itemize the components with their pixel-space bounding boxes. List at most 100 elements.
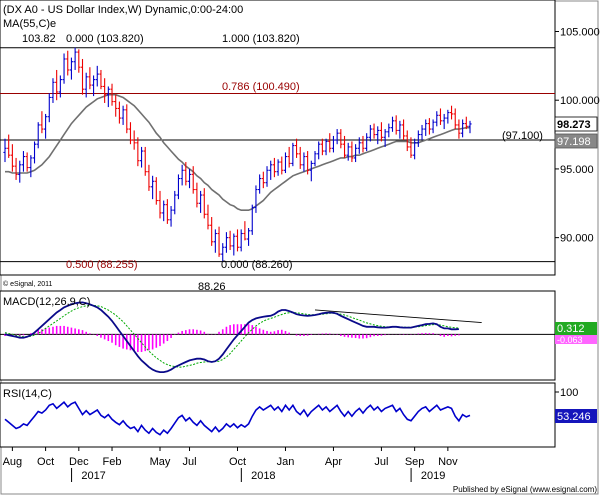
macd-value-label: 0.312	[557, 323, 585, 335]
ohlc-bar	[331, 135, 336, 153]
ohlc-bar	[261, 171, 265, 189]
ohlc-bar	[254, 185, 258, 213]
ma-line	[5, 93, 470, 211]
price-panel	[0, 0, 556, 276]
ohlc-bar	[184, 162, 188, 186]
ohlc-bar	[309, 160, 313, 182]
ma-last-label: 97.198	[557, 136, 591, 148]
ohlc-bar	[287, 146, 291, 168]
ohlc-bar	[139, 146, 144, 168]
ohlc-bar	[376, 126, 380, 145]
footer-credit: Published by eSignal (www.esignal.com)	[453, 485, 597, 494]
ohlc-bar	[232, 233, 236, 256]
macd-legend: MACD(12,26,9,C)	[3, 296, 90, 308]
ohlc-bar	[398, 120, 402, 139]
macd-hist-label: -0.063	[557, 335, 583, 345]
ohlc-bar	[191, 166, 195, 194]
x-axis: Aug Oct Dec Feb May Jul Oct Jan Apr Jul Sep Nov 2017…	[3, 447, 458, 482]
y-tick-label: 90.000	[560, 233, 594, 245]
ohlc-bar	[176, 174, 181, 200]
ohlc-bar	[40, 111, 44, 134]
ohlc-bar	[125, 104, 129, 134]
ohlc-bar	[210, 217, 214, 246]
ohlc-bar	[173, 190, 177, 215]
ohlc-bar	[121, 105, 125, 125]
ohlc-bar	[431, 119, 435, 134]
y-tick-label: 100.000	[560, 95, 600, 107]
ohlc-bar	[243, 221, 247, 241]
ohlc-bar	[228, 230, 232, 251]
x-year-label: 2017	[81, 470, 105, 482]
x-month-label: Oct	[37, 456, 54, 468]
x-year-label: 2019	[421, 470, 445, 482]
ohlc-bar	[324, 138, 328, 156]
x-month-label: Oct	[229, 456, 246, 468]
ohlc-bar	[453, 108, 457, 130]
annotation-label: 0.000 (88.260)	[221, 259, 293, 271]
y-tick-label: 95.000	[560, 164, 594, 176]
ohlc-bar	[283, 152, 288, 174]
ohlc-bar	[346, 142, 350, 161]
ohlc-bar	[224, 232, 229, 253]
ohlc-bar	[143, 146, 147, 176]
ohlc-bar	[335, 129, 339, 145]
annotation-label: 88.26	[198, 281, 226, 293]
ohlc-bar	[69, 57, 74, 80]
ohlc-bar	[302, 152, 306, 172]
ohlc-bar	[106, 86, 110, 108]
x-month-label: Feb	[103, 456, 122, 468]
ohlc-bar	[365, 133, 369, 152]
ohlc-bar	[114, 94, 118, 117]
ohlc-bar	[413, 138, 417, 160]
chart-title: (DX A0 - US Dollar Index,W) Dynamic,0:00…	[3, 4, 243, 16]
ohlc-bar	[468, 120, 472, 134]
ohlc-bar	[390, 116, 395, 132]
price-levels	[0, 47, 555, 263]
ohlc-bar	[73, 47, 77, 70]
ohlc-bar	[213, 229, 217, 253]
ohlc-bar	[317, 141, 321, 160]
ohlc-bar	[136, 137, 140, 167]
signal-line	[4, 304, 459, 368]
y-tick-label: 105.000	[560, 26, 600, 38]
ohlc-bar	[342, 135, 347, 158]
ohlc-bar	[339, 129, 343, 149]
ohlc-bar	[291, 142, 295, 167]
ohlc-bar	[258, 174, 262, 194]
x-month-label: Apr	[325, 456, 342, 468]
annotation-label: 0.786 (100.490)	[222, 81, 300, 93]
ohlc-bar	[55, 69, 59, 101]
ohlc-bar	[394, 115, 398, 135]
ma-path	[5, 93, 470, 211]
ohlc-bar	[7, 134, 11, 158]
ohlc-bar	[250, 204, 254, 235]
ohlc-bar	[446, 109, 450, 124]
ohlc-bar	[269, 160, 273, 180]
ohlc-bar	[387, 123, 391, 138]
ohlc-bar	[328, 133, 332, 153]
ohlc-bar	[442, 113, 446, 130]
ohlc-bar	[180, 164, 184, 186]
ohlc-bar	[276, 159, 280, 176]
ohlc-bar	[353, 144, 358, 163]
ohlc-bar	[409, 137, 413, 158]
ohlc-bar	[424, 119, 428, 136]
ohlc-bar	[10, 144, 14, 172]
ohlc-bar	[132, 130, 136, 150]
ma-legend: MA(55,C)e	[3, 18, 56, 30]
ohlc-bar	[449, 105, 454, 120]
ohlc-bar	[169, 206, 173, 227]
ohlc-bar	[272, 157, 277, 178]
rsi-value-label: 53.246	[557, 411, 591, 423]
copyright-text: © eSignal, 2011	[3, 280, 53, 288]
ohlc-bar	[162, 200, 166, 222]
ohlc-bar	[435, 111, 439, 127]
x-month-label: Sep	[405, 456, 425, 468]
rsi-line	[4, 401, 471, 436]
ohlc-bar	[18, 160, 22, 183]
ohlc-bar	[464, 116, 468, 130]
ohlc-bar	[36, 122, 40, 149]
ohlc-bar	[66, 50, 70, 76]
x-month-label: Jan	[277, 456, 295, 468]
